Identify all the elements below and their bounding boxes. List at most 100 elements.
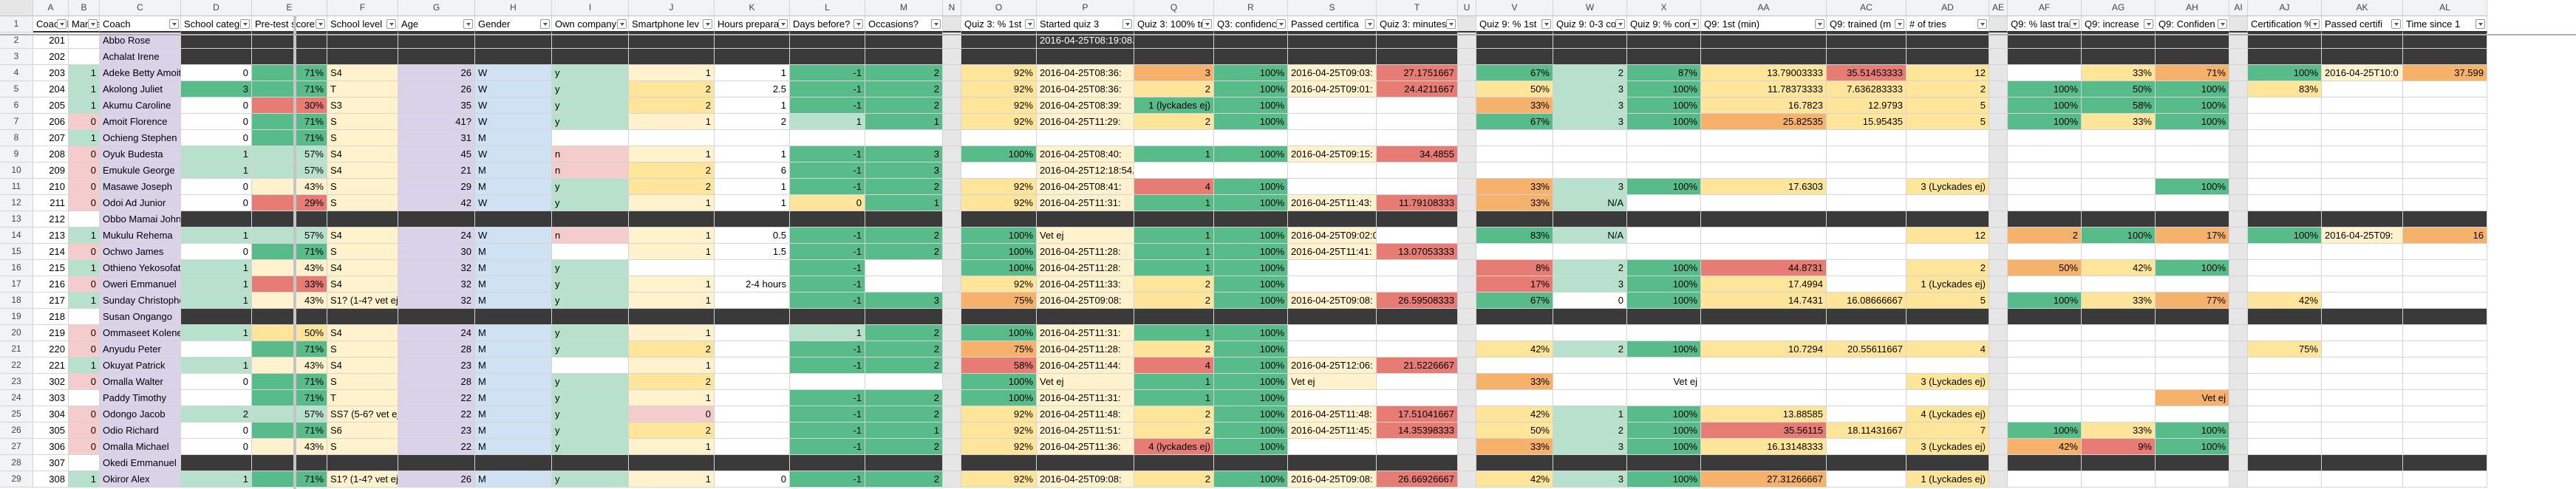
data-cell[interactable] [1989,163,2008,179]
data-cell[interactable]: 17% [2156,228,2229,244]
data-cell[interactable] [961,455,1037,471]
data-cell[interactable] [552,33,629,49]
data-cell[interactable]: 5 [1907,114,1989,130]
data-cell[interactable] [1288,309,1377,325]
data-cell[interactable] [1288,49,1377,65]
data-cell[interactable] [1553,390,1627,406]
data-cell[interactable] [2082,276,2156,293]
data-cell[interactable] [2322,114,2403,130]
data-cell[interactable] [2229,390,2248,406]
data-cell[interactable]: Akumu Caroline [100,98,181,114]
data-cell[interactable]: 92% [961,65,1037,81]
data-cell[interactable] [2008,276,2082,293]
data-cell[interactable] [2322,406,2403,423]
data-cell[interactable]: 71% [2156,65,2229,81]
data-cell[interactable]: 100% [1214,65,1288,81]
data-cell[interactable]: 1 [181,293,252,309]
data-cell[interactable] [1214,309,1288,325]
data-cell[interactable] [2156,49,2229,65]
data-cell[interactable]: 14.7431 [1701,293,1827,309]
data-cell[interactable]: 1 [715,98,790,114]
data-cell[interactable] [2156,358,2229,374]
data-cell[interactable] [943,325,961,341]
data-cell[interactable]: 29 [398,179,475,195]
data-cell[interactable]: 100% [961,390,1037,406]
data-cell[interactable] [1377,439,1458,455]
data-cell[interactable] [1989,455,2008,471]
header-j[interactable]: Smartphone lev [629,16,715,33]
data-cell[interactable] [943,423,961,439]
data-cell[interactable] [943,374,961,390]
column-letter-a[interactable]: A [33,0,69,16]
data-cell[interactable] [629,49,715,65]
data-cell[interactable]: Anyudu Peter [100,341,181,358]
data-cell[interactable] [1627,244,1701,260]
data-cell[interactable] [2229,439,2248,455]
data-cell[interactable]: 0 [69,179,100,195]
data-cell[interactable] [961,33,1037,49]
column-letter-c[interactable]: C [100,0,181,16]
data-cell[interactable]: 100% [2156,81,2229,98]
data-cell[interactable] [2229,163,2248,179]
data-cell[interactable] [2229,244,2248,260]
data-cell[interactable] [2082,358,2156,374]
data-cell[interactable]: 0 [69,276,100,293]
data-cell[interactable] [2403,81,2487,98]
data-cell[interactable]: 87% [1627,65,1701,81]
row-number[interactable]: 25 [0,406,33,423]
data-cell[interactable] [1907,146,1989,163]
data-cell[interactable]: 2016-04-25T08:19:08.432Z [1037,33,1134,49]
data-cell[interactable]: 213 [33,228,69,244]
data-cell[interactable] [1214,49,1288,65]
data-cell[interactable]: 3 [1553,179,1627,195]
data-cell[interactable] [1827,228,1907,244]
data-cell[interactable] [1907,195,1989,211]
data-cell[interactable]: 100% [1627,98,1701,114]
data-cell[interactable]: 1 [629,146,715,163]
data-cell[interactable]: 212 [33,211,69,228]
data-cell[interactable]: 0 [69,423,100,439]
row-number[interactable]: 17 [0,276,33,293]
data-cell[interactable]: 92% [961,195,1037,211]
data-cell[interactable]: 83% [2248,81,2322,98]
data-cell[interactable]: -1 [790,228,865,244]
data-cell[interactable] [2403,406,2487,423]
data-cell[interactable]: 0 [181,374,252,390]
data-cell[interactable] [1377,228,1458,244]
header-o[interactable]: Quiz 3: % 1st [961,16,1037,33]
data-cell[interactable] [1627,325,1701,341]
data-cell[interactable] [2248,114,2322,130]
data-cell[interactable]: 0 [181,114,252,130]
data-cell[interactable] [629,130,715,146]
data-cell[interactable]: 24 [398,325,475,341]
column-letter-ak[interactable]: AK [2322,0,2403,16]
data-cell[interactable]: Vet ej [1288,374,1377,390]
data-cell[interactable] [1458,33,1476,49]
data-cell[interactable] [1827,439,1907,455]
data-cell[interactable] [1701,228,1827,244]
data-cell[interactable] [2403,130,2487,146]
data-cell[interactable] [398,455,475,471]
data-cell[interactable]: W [475,65,552,81]
data-cell[interactable]: 2 [865,341,943,358]
data-cell[interactable] [2082,341,2156,358]
data-cell[interactable] [943,439,961,455]
data-cell[interactable]: -1 [790,341,865,358]
data-cell[interactable] [1989,65,2008,81]
data-cell[interactable]: 0 [69,439,100,455]
data-cell[interactable] [1627,228,1701,244]
data-cell[interactable]: Okedi Emmanuel [100,455,181,471]
data-cell[interactable] [2229,455,2248,471]
data-cell[interactable] [1458,179,1476,195]
data-cell[interactable]: S4 [327,163,398,179]
row-number[interactable]: 19 [0,309,33,325]
data-cell[interactable] [2156,455,2229,471]
data-cell[interactable] [1037,130,1134,146]
header-m[interactable]: Occasions? [865,16,943,33]
data-cell[interactable]: 2016-04-25T11:29: [1037,114,1134,130]
data-cell[interactable] [1701,309,1827,325]
data-cell[interactable] [1458,374,1476,390]
data-cell[interactable] [715,33,790,49]
data-cell[interactable] [1989,325,2008,341]
data-cell[interactable] [1701,244,1827,260]
